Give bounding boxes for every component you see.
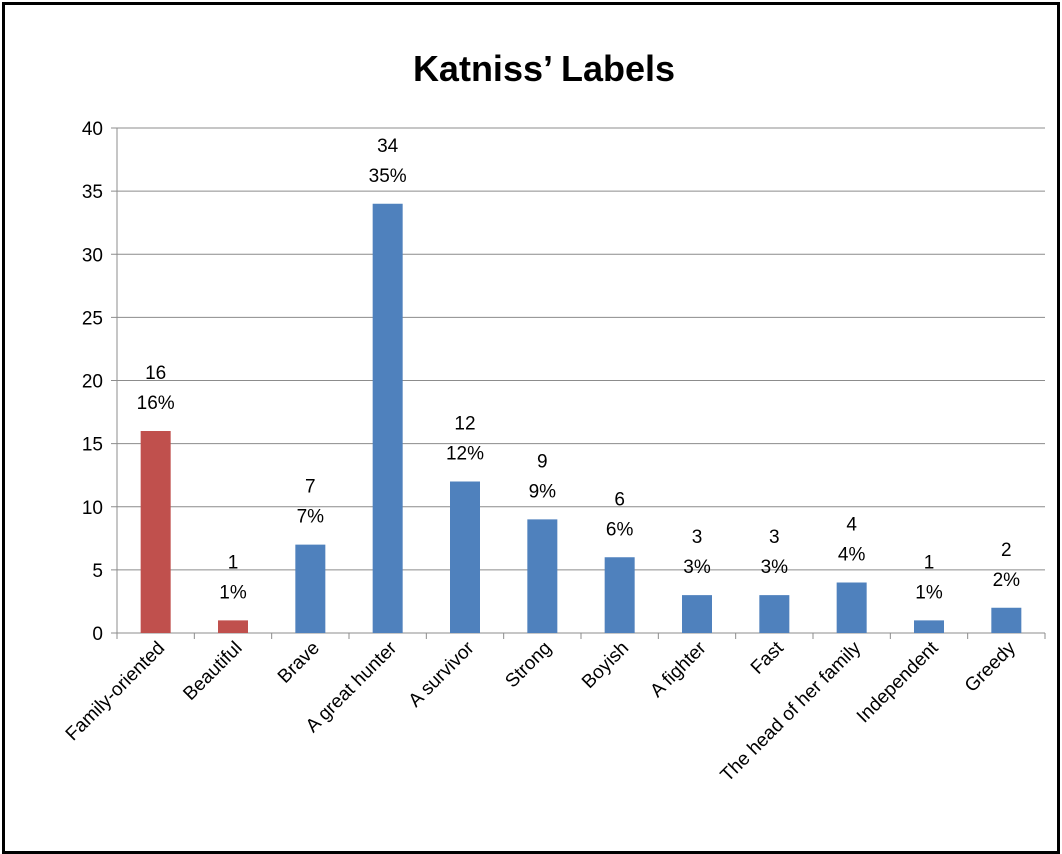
data-label-value: 6 [614, 489, 625, 510]
category-label: A survivor [405, 637, 479, 711]
y-tick-label: 0 [92, 624, 103, 645]
bar [295, 544, 326, 633]
data-label-value: 12 [454, 414, 475, 435]
data-label-percent: 9% [529, 481, 557, 502]
data-label-value: 1 [924, 552, 935, 573]
data-label-percent: 12% [446, 444, 484, 465]
data-label-value: 1 [228, 552, 239, 573]
bar [450, 481, 480, 633]
data-label-percent: 3% [683, 557, 711, 578]
category-label: Brave [274, 638, 324, 688]
data-label-percent: 35% [369, 166, 407, 187]
y-tick-label: 10 [82, 498, 103, 519]
chart-title: Katniss’ Labels [413, 48, 675, 89]
bar [372, 203, 403, 633]
category-label: Beautiful [179, 638, 246, 705]
bar [218, 620, 248, 633]
data-label-percent: 7% [297, 507, 325, 528]
bar [604, 557, 635, 633]
data-label-percent: 3% [761, 557, 789, 578]
y-tick-label: 40 [82, 119, 103, 140]
bar [759, 595, 790, 633]
data-label-value: 4 [846, 515, 857, 536]
data-label-percent: 1% [219, 582, 247, 603]
data-label-value: 9 [537, 451, 548, 472]
category-label: Greedy [961, 637, 1020, 696]
y-tick-label: 15 [82, 435, 103, 456]
bar [682, 595, 712, 633]
category-label: A fighter [646, 637, 711, 702]
category-label: Independent [853, 637, 943, 727]
data-label-percent: 1% [915, 582, 943, 603]
data-label-value: 7 [305, 477, 316, 498]
y-tick-label: 25 [82, 308, 103, 329]
bar [140, 431, 171, 633]
bar [914, 620, 944, 633]
category-label: Strong [501, 638, 555, 692]
data-label-percent: 4% [838, 545, 866, 566]
y-tick-label: 20 [82, 372, 103, 393]
category-label: Family-oriented [62, 638, 169, 745]
data-label-value: 3 [769, 527, 780, 548]
category-label: Boyish [578, 638, 633, 693]
bar [991, 607, 1022, 633]
data-labels: 16 16% 1 1% 7 7% 34 35% 12 12% 9 9% 6 6% 3 3% 3 3% 4 4% 1 1% 2… [137, 136, 1021, 604]
data-label-percent: 16% [137, 393, 175, 414]
bar [836, 582, 867, 633]
y-tick-label: 5 [92, 561, 103, 582]
axes: 0 5 10 15 20 25 30 35 40 [82, 119, 1046, 645]
y-tick-label: 30 [82, 245, 103, 266]
y-tick-label: 35 [82, 182, 103, 203]
data-label-value: 2 [1001, 540, 1012, 561]
bar [527, 519, 558, 633]
category-label: Fast [747, 637, 788, 678]
category-label: The head of her family [717, 637, 866, 786]
bars [140, 203, 1022, 633]
data-label-value: 34 [377, 136, 399, 157]
data-label-percent: 6% [606, 519, 634, 540]
gridlines [117, 127, 1045, 571]
data-label-value: 16 [145, 363, 166, 384]
data-label-percent: 2% [993, 570, 1021, 591]
data-label-value: 3 [692, 527, 703, 548]
